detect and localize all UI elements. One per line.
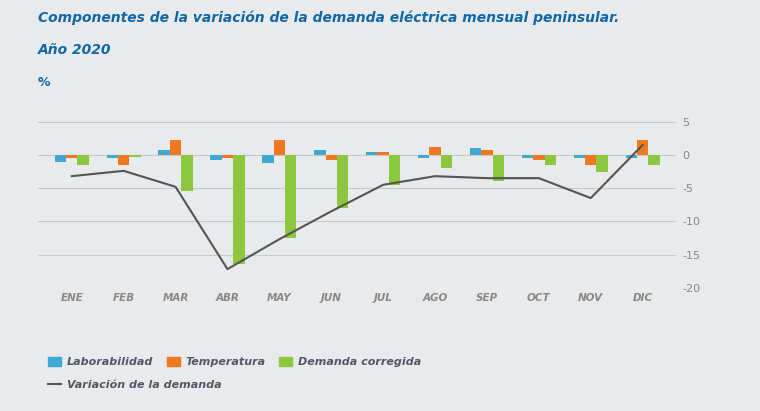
Bar bbox=[585, 155, 597, 165]
Bar bbox=[574, 155, 585, 158]
Bar bbox=[648, 155, 660, 165]
Bar bbox=[625, 155, 637, 158]
Bar bbox=[429, 147, 441, 155]
Bar bbox=[366, 152, 378, 155]
Bar bbox=[233, 155, 245, 264]
Text: Componentes de la variación de la demanda eléctrica mensual peninsular.: Componentes de la variación de la demand… bbox=[38, 10, 619, 25]
Bar bbox=[262, 155, 274, 163]
Bar bbox=[181, 155, 193, 192]
Text: %: % bbox=[38, 76, 50, 89]
Bar bbox=[378, 152, 389, 155]
Bar bbox=[66, 155, 78, 158]
Bar bbox=[637, 140, 648, 155]
Bar bbox=[158, 150, 169, 155]
Bar bbox=[521, 155, 534, 158]
Bar bbox=[481, 150, 492, 155]
Bar bbox=[389, 155, 401, 185]
Bar bbox=[492, 155, 504, 182]
Bar bbox=[597, 155, 608, 171]
Bar bbox=[545, 155, 556, 165]
Text: Año 2020: Año 2020 bbox=[38, 43, 112, 57]
Bar bbox=[325, 155, 337, 160]
Bar bbox=[337, 155, 348, 208]
Bar bbox=[222, 155, 233, 158]
Bar bbox=[106, 155, 118, 158]
Bar bbox=[418, 155, 429, 158]
Legend: Variación de la demanda: Variación de la demanda bbox=[43, 375, 226, 394]
Bar bbox=[211, 155, 222, 159]
Bar bbox=[78, 155, 89, 165]
Bar bbox=[55, 155, 66, 162]
Bar bbox=[129, 155, 141, 157]
Bar bbox=[274, 140, 285, 155]
Bar bbox=[118, 155, 129, 165]
Bar bbox=[441, 155, 452, 168]
Bar bbox=[314, 150, 325, 155]
Bar bbox=[285, 155, 296, 238]
Bar bbox=[534, 155, 545, 160]
Bar bbox=[169, 140, 181, 155]
Bar bbox=[470, 148, 481, 155]
